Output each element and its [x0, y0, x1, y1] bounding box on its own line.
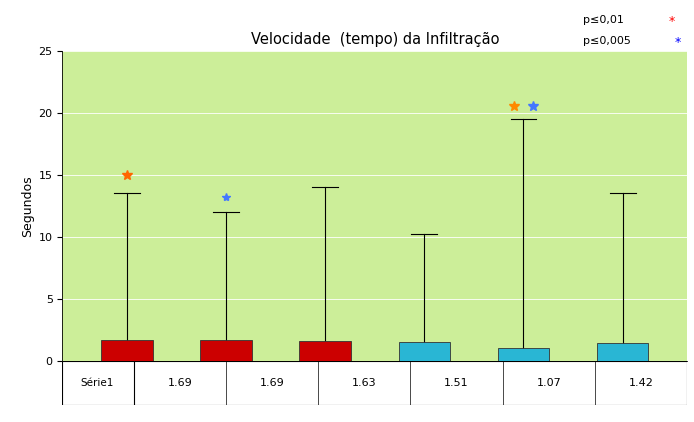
Text: *: * [669, 15, 675, 28]
Bar [101, 340, 153, 361]
Bar [299, 341, 351, 361]
Text: 1.42: 1.42 [629, 378, 653, 388]
Bar [201, 340, 252, 361]
Text: 1.07: 1.07 [536, 378, 561, 388]
Text: p≤0,005: p≤0,005 [583, 36, 631, 46]
Bar [597, 343, 648, 361]
Text: 1.69: 1.69 [260, 378, 285, 388]
Text: 1.69: 1.69 [167, 378, 192, 388]
Y-axis label: Segundos: Segundos [22, 175, 35, 237]
Text: *: * [675, 36, 681, 49]
Bar [498, 348, 549, 361]
Bar [398, 342, 450, 361]
Text: p≤0,01: p≤0,01 [583, 15, 624, 25]
Text: Série1: Série1 [81, 378, 114, 388]
Title: Velocidade  (tempo) da Infiltração: Velocidade (tempo) da Infiltração [251, 32, 499, 47]
Text: 1.51: 1.51 [444, 378, 469, 388]
Text: 1.63: 1.63 [352, 378, 377, 388]
